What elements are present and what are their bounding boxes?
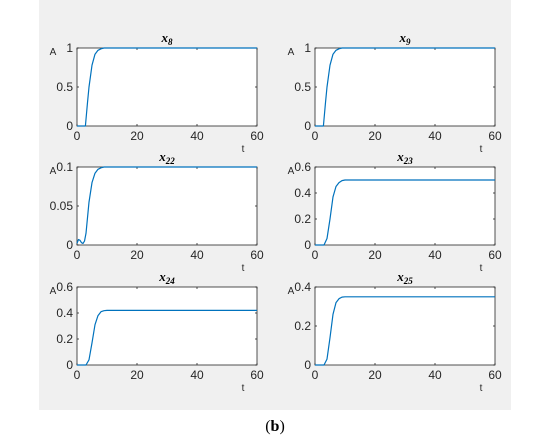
y-tick-label: 0.4 [56,306,73,320]
y-tick-label: 0.4 [294,280,311,294]
x-tick-label: 40 [190,368,204,382]
subplot-4: 0 20 40 60 0 0.2 0.4 0.6At x23 [288,149,502,274]
series-line-1 [77,47,257,127]
y-axis-label: A [50,286,57,297]
subplot-title-subscript: 8 [168,37,173,47]
series-line-1 [315,296,495,366]
plot-area [76,166,258,246]
y-axis-label: A [288,286,295,297]
x-tick-label: 40 [428,368,442,382]
x-tick-label: 60 [250,248,264,262]
x-tick-label: 0 [74,248,81,262]
y-axis-label: A [50,47,57,58]
plot-area [76,286,258,366]
x-tick-label: 20 [368,368,382,382]
y-axis-label: A [50,166,57,177]
series-line-1 [315,47,495,127]
y-tick-label: 0 [66,238,73,252]
y-tick-label: 1 [304,41,311,55]
x-tick-label: 60 [488,368,502,382]
x-axis-label: t [242,383,245,394]
subplot-3: 0 20 40 60 0 0.05 0.1At x22 [50,149,264,274]
subplot-title-subscript: 23 [403,156,414,166]
y-tick-label: 0.5 [56,80,73,94]
x-tick-label: 20 [130,129,144,143]
x-tick-label: 40 [190,129,204,143]
subplot-2: 0 20 40 60 0 0.5 1At x9 [288,30,502,155]
x-tick-label: 40 [190,248,204,262]
x-tick-label: 20 [130,248,144,262]
y-tick-label: 0 [66,119,73,133]
subplot-5: 0 20 40 60 0 0.2 0.4 0.6At x24 [50,269,264,394]
x-tick-label: 20 [368,248,382,262]
subplot-6: 0 20 40 60 0 0.2 0.4At x25 [288,269,502,394]
x-tick-label: 60 [250,129,264,143]
x-axis-label: t [242,144,245,155]
x-axis-label: t [480,144,483,155]
x-tick-label: 20 [130,368,144,382]
y-tick-label: 0.2 [56,332,73,346]
x-tick-label: 0 [312,129,319,143]
y-tick-label: 0.6 [56,280,73,294]
x-tick-label: 0 [312,368,319,382]
series-line-1 [315,179,495,246]
x-axis-label: t [480,263,483,274]
y-tick-label: 0.4 [294,186,311,200]
y-tick-label: 0.05 [50,199,74,213]
y-tick-label: 0.2 [294,212,311,226]
x-tick-label: 60 [488,248,502,262]
y-tick-label: 0 [66,358,73,372]
subplot-title: x25 [396,269,413,286]
y-tick-label: 0 [304,119,311,133]
y-tick-label: 0.6 [294,160,311,174]
subplot-title-subscript: 22 [165,156,176,166]
subplot-title: x24 [158,269,175,286]
x-axis-label: t [480,383,483,394]
plot-area [314,286,496,366]
y-axis-label: A [288,166,295,177]
series-line-1 [77,309,257,366]
x-tick-label: 40 [428,129,442,143]
y-tick-label: 0.2 [294,319,311,333]
subplot-1: 0 20 40 60 0 0.5 1At x8 [50,30,264,155]
subplot-title-subscript: 9 [406,37,411,47]
x-tick-label: 20 [368,129,382,143]
y-tick-label: 0.1 [56,160,73,174]
y-tick-label: 0 [304,358,311,372]
caption-open-paren: ( [265,418,271,435]
x-tick-label: 0 [74,129,81,143]
x-tick-label: 40 [428,248,442,262]
plot-area [314,47,496,127]
series-line-1 [76,166,257,244]
y-tick-label: 0.5 [294,80,311,94]
y-tick-label: 1 [66,41,73,55]
subplot-title-subscript: 25 [403,276,414,286]
x-tick-label: 60 [488,129,502,143]
subplot-title: x8 [161,30,174,47]
subplot-title: x23 [396,149,413,166]
subplot-title: x9 [399,30,412,47]
x-tick-label: 60 [250,368,264,382]
subplot-title-subscript: 24 [165,276,176,286]
subplot-title: x22 [158,149,175,166]
plot-area [314,166,496,246]
y-axis-label: A [288,47,295,58]
plot-area [76,47,258,127]
caption-label: b [270,418,280,435]
caption-close-paren: ) [279,418,285,435]
x-tick-label: 0 [312,248,319,262]
figure-caption: (b) [0,418,550,436]
x-tick-label: 0 [74,368,81,382]
y-tick-label: 0 [304,238,311,252]
x-axis-label: t [242,263,245,274]
